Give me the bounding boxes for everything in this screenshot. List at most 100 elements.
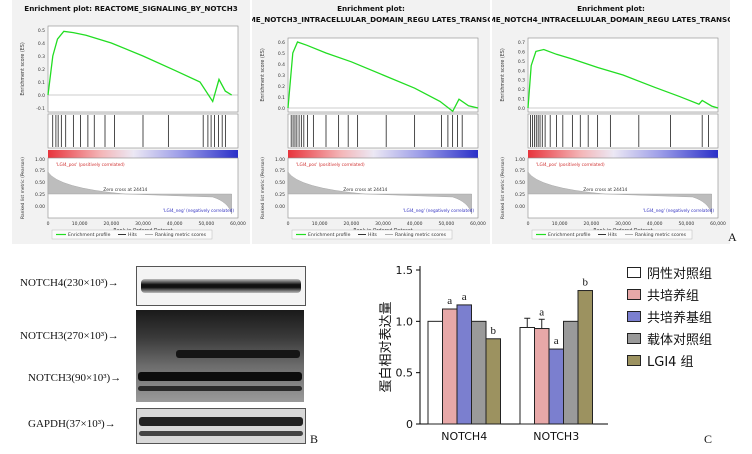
panel-letter-c: C <box>704 432 713 446</box>
x-tick-label: 20,000 <box>583 221 599 227</box>
legend-ranking-label: Ranking metric scores <box>155 232 207 238</box>
bar <box>442 308 458 425</box>
gsea-title-line2: REACTOME_NOTCH4_INTRACELLULAR_DOMAIN_REG… <box>492 15 730 24</box>
gsea-plot-1: Enrichment plot: REACTOME_SIGNALING_BY_N… <box>12 0 250 244</box>
gsea-legend-box <box>51 229 213 240</box>
es-curve <box>527 48 719 109</box>
x-tick-label: 30,000 <box>135 221 151 227</box>
gsea-plot-2: Enrichment plot: REACTOME_NOTCH3_INTRACEL… <box>252 0 490 244</box>
zero-cross-label: Zero cross at 24414 <box>583 187 627 193</box>
gsea-title: Enrichment plot: <box>577 4 645 13</box>
pos-correlated-label: 'LGI4_pos' (positively correlated) <box>536 162 605 167</box>
gsea-legend-box <box>291 229 453 240</box>
legend-enrichment-label: Enrichment profile <box>68 232 111 238</box>
legend-hits-label: Hits <box>368 232 378 238</box>
legend-ranking-label: Ranking metric scores <box>635 232 687 238</box>
x-tick-label: 20,000 <box>343 221 359 227</box>
metric-ytick-label: 0.75 <box>275 168 285 174</box>
es-ytick-label: 0.2 <box>38 67 45 73</box>
x-tick-label: 40,000 <box>647 221 663 227</box>
legend-item-negative-control: 阴性对照组 <box>627 265 712 282</box>
x-tick-label: 50,000 <box>438 221 454 227</box>
es-ytick-label: 0.7 <box>518 40 525 46</box>
legend-item-lgi4: LGI4 组 <box>627 353 694 370</box>
zero-cross-label: Zero cross at 24414 <box>103 187 147 193</box>
y-tick-label: 0 <box>406 418 413 431</box>
legend-swatch-coculture-medium <box>627 310 641 322</box>
gsea-legend-box <box>531 229 693 240</box>
legend-item-coculture: 共培养组 <box>627 287 699 304</box>
x-tick-label: 20,000 <box>103 221 119 227</box>
pos-correlated-label: 'LGI4_pos' (positively correlated) <box>56 162 125 167</box>
gsea-plot-3-svg: Enrichment plot: REACTOME_NOTCH4_INTRACEL… <box>492 4 730 240</box>
metric-ytick-label: 0.50 <box>515 180 525 186</box>
es-ytick-label: 0.3 <box>518 78 525 84</box>
x-tick-label: 10,000 <box>552 221 568 227</box>
x-tick-label: 60,000 <box>230 221 246 227</box>
panel-letter-b: B <box>310 432 319 446</box>
es-ytick-label: 0.5 <box>38 28 45 34</box>
y-tick-label: 0.5 <box>396 367 414 380</box>
es-ytick-label: 0.4 <box>278 62 285 68</box>
notch4-band-row <box>141 279 301 293</box>
bar <box>548 348 564 425</box>
heat-bar <box>288 150 478 158</box>
panel-letter-a: A <box>728 230 737 244</box>
blot-strip-notch3 <box>136 310 304 402</box>
gsea-title: Enrichment plot: <box>337 4 405 13</box>
metric-ytick-label: 0.50 <box>275 180 285 186</box>
significance-letter: a <box>554 335 559 347</box>
es-ytick-label: 0.5 <box>278 51 285 57</box>
es-ytick-label: 0.2 <box>518 87 525 93</box>
es-ytick-label: 0.1 <box>518 97 525 103</box>
gsea-plot-2-svg: Enrichment plot: REACTOME_NOTCH3_INTRACEL… <box>252 4 490 240</box>
legend-enrichment-label: Enrichment profile <box>548 232 591 238</box>
bar <box>563 320 579 425</box>
band-label-notch3-90: NOTCH3(90×10³)→ <box>28 372 122 384</box>
hits-panel <box>287 113 479 149</box>
legend-label-vehicle-control: 载体对照组 <box>647 332 713 348</box>
es-ytick-label: 0.0 <box>518 106 525 112</box>
band-label-gapdh: GAPDH(37×10³)→ <box>28 418 116 430</box>
ranking-metric-area <box>47 171 232 215</box>
es-curve <box>287 41 479 113</box>
metric-ytick-label: 0.25 <box>515 192 525 198</box>
es-ytick-label: 0.3 <box>278 73 285 79</box>
es-curve <box>47 30 233 104</box>
legend-enrichment-label: Enrichment profile <box>308 232 351 238</box>
gapdh-lower-band-row <box>139 431 303 436</box>
heat-bar <box>48 150 238 158</box>
x-tick-label: 10,000 <box>312 221 328 227</box>
band-label-notch3-270: NOTCH3(270×10³)→ <box>20 330 119 342</box>
es-ylabel: Enrichment score (ES) <box>260 48 266 101</box>
neg-correlated-label: 'LGI4_neg' (negatively correlated) <box>163 208 234 213</box>
gsea-title-line2: REACTOME_NOTCH3_INTRACELLULAR_DOMAIN_REG… <box>252 15 490 24</box>
x-tick-label: 0 <box>47 221 50 227</box>
blot-strip-notch4 <box>136 266 306 306</box>
significance-letter: a <box>447 295 452 307</box>
legend-swatch-vehicle-control <box>627 332 641 344</box>
metric-ytick-label: 0.25 <box>275 192 285 198</box>
bar <box>485 338 501 425</box>
neg-correlated-label: 'LGI4_neg' (negatively correlated) <box>643 208 714 213</box>
y-tick-label: 1.5 <box>396 264 414 277</box>
metric-ylabel: Ranked list metric (Pearson) <box>500 157 506 219</box>
bar <box>471 320 487 425</box>
es-ytick-label: 0.6 <box>278 40 285 46</box>
metric-ytick-label: 0.75 <box>35 168 45 174</box>
significance-letter: b <box>491 325 497 337</box>
es-ytick-label: 0.5 <box>518 59 525 65</box>
ranking-metric-area <box>527 171 712 215</box>
es-ylabel: Enrichment score (ES) <box>20 42 26 95</box>
zero-cross-label: Zero cross at 24414 <box>343 187 387 193</box>
blot-strip-gapdh <box>136 408 306 444</box>
es-ytick-label: 0.6 <box>518 49 525 55</box>
legend-hits-label: Hits <box>128 232 138 238</box>
metric-ytick-label: 0.25 <box>35 192 45 198</box>
significance-letter: a <box>539 306 544 318</box>
x-tick-label: 60,000 <box>470 221 486 227</box>
legend-item-coculture-medium: 共培养基组 <box>627 309 712 326</box>
band-label-notch4: NOTCH4(230×10³)→ <box>20 277 119 289</box>
es-ytick-label: 0.1 <box>278 95 285 101</box>
